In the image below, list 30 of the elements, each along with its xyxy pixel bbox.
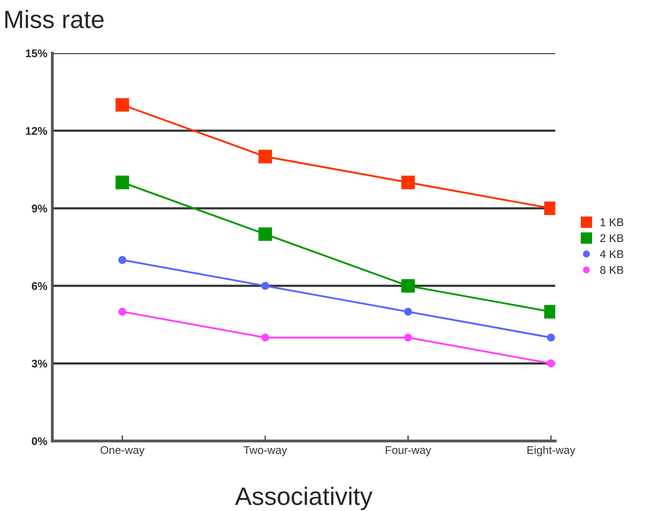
y-axis-title: Miss rate [5, 10, 104, 28]
y-tick-label: 6% [32, 282, 48, 290]
point [118, 256, 126, 264]
legend-label: 8 KB [600, 266, 624, 274]
point [401, 279, 415, 293]
y-tick-label: 12% [26, 126, 48, 135]
point [118, 308, 126, 316]
legend-label: 4 KB [600, 250, 624, 258]
x-tick-label: One-way [100, 446, 145, 456]
x-tick-label: Four-way [386, 446, 432, 456]
x-tick-label: Eight-way [527, 446, 576, 456]
y-tick-label: 0% [32, 437, 48, 446]
point [258, 150, 272, 164]
legend-label: 1 KB [600, 218, 624, 226]
point [116, 176, 130, 190]
x-tick-label: Two-way [244, 446, 288, 456]
y-tick-label: 15% [26, 49, 48, 58]
x-axis-title: Associativity [235, 486, 373, 510]
y-tick-label: 9% [32, 204, 48, 212]
point [258, 227, 272, 241]
point [546, 334, 555, 342]
point [116, 98, 130, 112]
point [546, 359, 555, 368]
point [404, 308, 412, 316]
legend-label: 2 KB [600, 234, 624, 242]
point [261, 282, 270, 290]
point [401, 176, 415, 190]
y-tick-label: 3% [32, 360, 48, 368]
point [261, 334, 270, 342]
point [404, 334, 412, 342]
